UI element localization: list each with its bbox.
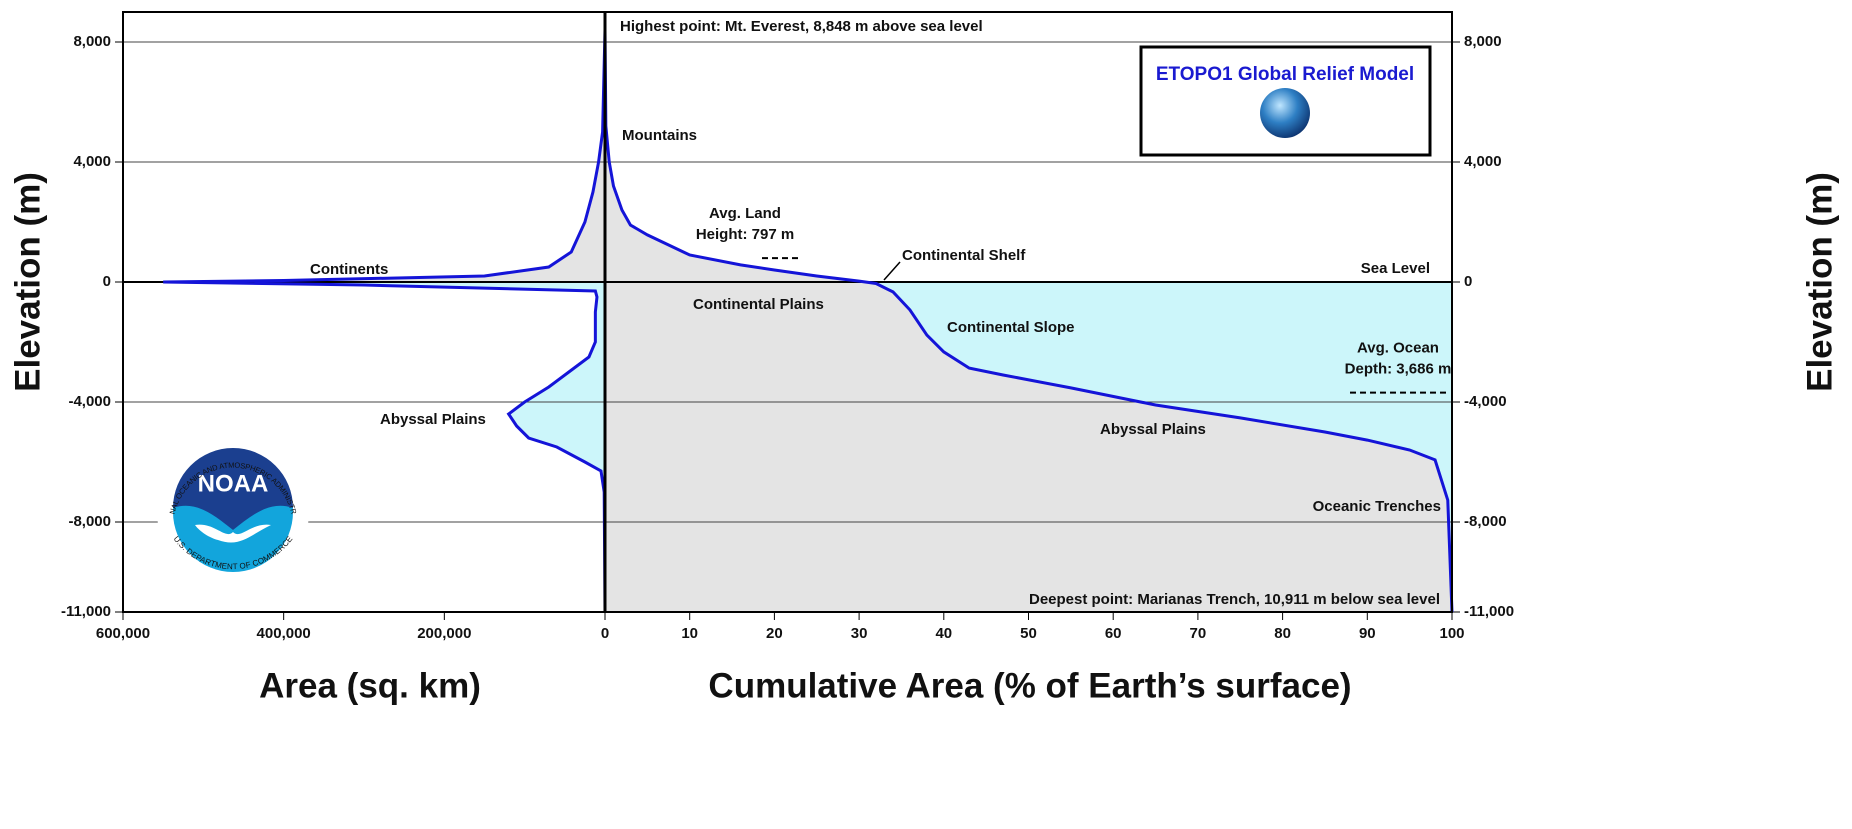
x-tick-label: 0 [601,625,609,642]
leader-line [884,262,900,280]
annotation: Continental Plains [693,296,824,313]
globe-icon [1260,88,1310,138]
y-tick-label: 0 [103,273,111,290]
x-tick-label: 90 [1359,625,1376,642]
y-tick-label: -11,000 [1464,603,1514,620]
x-tick-label: 600,000 [96,625,150,642]
y-tick-label: -8,000 [68,513,111,530]
reference-label: Depth: 3,686 m [1345,361,1452,378]
y-tick-label: 4,000 [73,153,111,170]
x-tick-label: 400,000 [257,625,311,642]
annotation: Oceanic Trenches [1313,498,1441,515]
x-tick-label: 100 [1439,625,1464,642]
x-tick-label: 30 [851,625,868,642]
y-tick-label: -11,000 [61,603,111,620]
annotation: Highest point: Mt. Everest, 8,848 m abov… [620,18,983,35]
reference-label: Avg. Ocean [1357,340,1439,357]
y-tick-label: 4,000 [1464,153,1502,170]
annotation: Deepest point: Marianas Trench, 10,911 m… [1029,591,1440,608]
y-tick-label: -8,000 [1464,513,1507,530]
x-tick-label: 80 [1274,625,1291,642]
reference-label: Avg. Land [709,205,781,222]
annotation: Mountains [622,127,697,144]
reference-label: Height: 797 m [696,226,794,243]
annotation: Continental Shelf [902,247,1026,264]
x-tick-label: 60 [1105,625,1122,642]
annotation: Abyssal Plains [1100,421,1206,438]
y-tick-label: -4,000 [1464,393,1507,410]
x-tick-label: 70 [1190,625,1207,642]
annotation: Continents [310,261,388,278]
annotation: Continental Slope [947,319,1075,336]
y-tick-label: 8,000 [73,33,111,50]
chart: 8,0004,0000-4,000-8,000-11,000600,000400… [0,0,1852,829]
y-axis-title: Elevation (m) [8,172,47,392]
y-axis-title: Elevation (m) [1800,172,1839,392]
x-tick-label: 50 [1020,625,1037,642]
y-tick-label: 0 [1464,273,1472,290]
x-tick-label: 20 [766,625,783,642]
y-tick-label: -4,000 [68,393,111,410]
annotation: Sea Level [1361,260,1430,277]
x-tick-label: 200,000 [417,625,471,642]
x-tick-label: 40 [935,625,952,642]
logo-title: ETOPO1 Global Relief Model [1156,64,1414,85]
y-tick-label: 8,000 [1464,33,1502,50]
annotation: Abyssal Plains [380,411,486,428]
x-axis-title: Area (sq. km) [259,666,481,705]
x-tick-label: 10 [681,625,698,642]
x-axis-title: Cumulative Area (% of Earth’s surface) [708,666,1351,705]
